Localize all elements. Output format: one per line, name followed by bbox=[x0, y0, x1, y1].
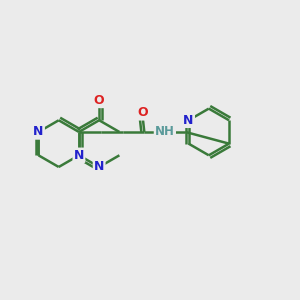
Text: O: O bbox=[94, 94, 104, 107]
Text: O: O bbox=[137, 106, 148, 119]
Text: N: N bbox=[183, 114, 194, 127]
Text: NH: NH bbox=[155, 125, 175, 139]
Text: N: N bbox=[33, 125, 44, 139]
Text: N: N bbox=[94, 160, 104, 173]
Text: N: N bbox=[74, 149, 84, 162]
